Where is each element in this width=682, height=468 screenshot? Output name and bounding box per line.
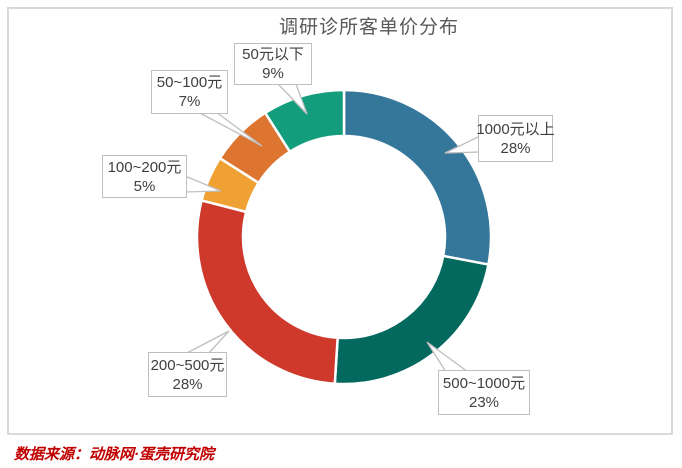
callout-500-1000-label: 500~1000元 (442, 374, 526, 392)
callout-below50-label: 50元以下 (242, 46, 304, 63)
callout-1000plus-pct: 28% (500, 139, 531, 157)
callout-100-200-pct: 5% (133, 177, 156, 195)
callout-200-500-pct: 28% (172, 375, 203, 393)
callout-100-200: 100~200元 5% (102, 155, 187, 198)
donut-slice-0 (342, 88, 493, 266)
donut-slice-1 (333, 254, 490, 386)
callout-50-100: 50~100元 7% (151, 70, 228, 114)
callout-500-1000-pct: 23% (468, 393, 500, 411)
callout-below50-pct: 9% (262, 65, 284, 82)
callout-1000plus: 1000元以上 28% (476, 115, 555, 162)
callout-100-200-label: 100~200元 (107, 158, 182, 176)
callout-200-500: 200~500元 28% (148, 352, 227, 397)
callout-50-100-label: 50~100元 (156, 74, 223, 91)
source-note: 数据来源：动脉网·蛋壳研究院 (14, 446, 214, 463)
callout-pointer-200-500 (184, 330, 230, 355)
callout-1000plus-label: 1000元以上 (476, 120, 555, 138)
callout-pointer-500-1000 (426, 341, 470, 373)
callout-50-100-pct: 7% (178, 93, 201, 110)
callout-500-1000: 500~1000元 23% (438, 370, 530, 415)
donut-slice-5 (263, 88, 346, 153)
chart-title: 调研诊所客单价分布 (278, 17, 459, 38)
donut-slices (195, 88, 493, 386)
callout-below50: 50元以下 9% (234, 43, 312, 85)
callout-200-500-label: 200~500元 (150, 356, 225, 374)
